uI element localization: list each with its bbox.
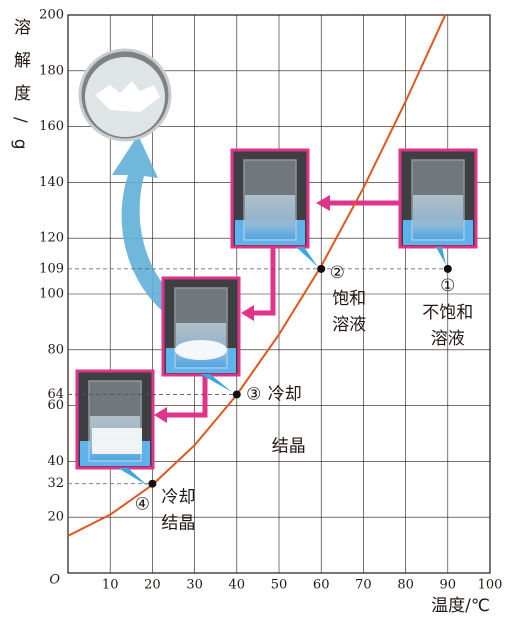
x-tick-label: 80 bbox=[397, 578, 414, 593]
y-tick-label: 32 bbox=[47, 476, 64, 491]
y-tick-label: 160 bbox=[39, 119, 64, 134]
point-label: 冷却 bbox=[268, 384, 302, 404]
point-label: 饱和 bbox=[332, 289, 366, 309]
x-tick-label: 20 bbox=[144, 578, 161, 593]
x-tick-label: 50 bbox=[271, 578, 288, 593]
y-tick-label: 200 bbox=[39, 8, 64, 23]
y-tick-label: 180 bbox=[39, 63, 64, 78]
x-tick-label: 40 bbox=[229, 578, 246, 593]
illustration bbox=[75, 48, 478, 486]
y-tick-label: 100 bbox=[39, 287, 64, 302]
point-marker: ④ bbox=[135, 495, 150, 515]
y-tick-label: 60 bbox=[47, 398, 64, 413]
point bbox=[443, 264, 452, 273]
point-label: 冷却 bbox=[161, 488, 195, 508]
y-tick-label: 80 bbox=[47, 342, 64, 357]
point-label: 结晶 bbox=[161, 514, 195, 534]
point bbox=[232, 390, 241, 399]
point-marker: ① bbox=[440, 276, 455, 296]
point bbox=[317, 264, 326, 273]
point-label: 不饱和 bbox=[422, 303, 473, 323]
x-tick-label: 90 bbox=[440, 578, 457, 593]
x-tick-label: 30 bbox=[186, 578, 203, 593]
x-tick-label: 10 bbox=[102, 578, 119, 593]
point-label: 溶液 bbox=[332, 315, 366, 335]
y-tick-label: 20 bbox=[47, 510, 64, 525]
y-tick-label: 120 bbox=[39, 231, 64, 246]
y-axis-label: 溶解度/g bbox=[10, 18, 31, 166]
point-label: 溶液 bbox=[431, 329, 465, 349]
point-marker: ② bbox=[330, 263, 345, 283]
origin-label: O bbox=[49, 573, 60, 588]
plot-frame bbox=[67, 14, 491, 574]
y-tick-label: 109 bbox=[39, 261, 64, 276]
y-tick-label: 140 bbox=[39, 175, 64, 190]
point bbox=[148, 479, 157, 488]
x-tick-label: 70 bbox=[355, 578, 372, 593]
x-tick-label: 60 bbox=[313, 578, 330, 593]
x-tick-label: 100 bbox=[478, 578, 503, 593]
y-tick-label: 64 bbox=[47, 387, 64, 402]
point-marker: ③ bbox=[246, 384, 261, 404]
y-tick-label: 40 bbox=[47, 454, 64, 469]
curve bbox=[68, 15, 447, 537]
x-axis-label: 温度/℃ bbox=[431, 596, 490, 616]
point-label: 结晶 bbox=[272, 436, 306, 456]
